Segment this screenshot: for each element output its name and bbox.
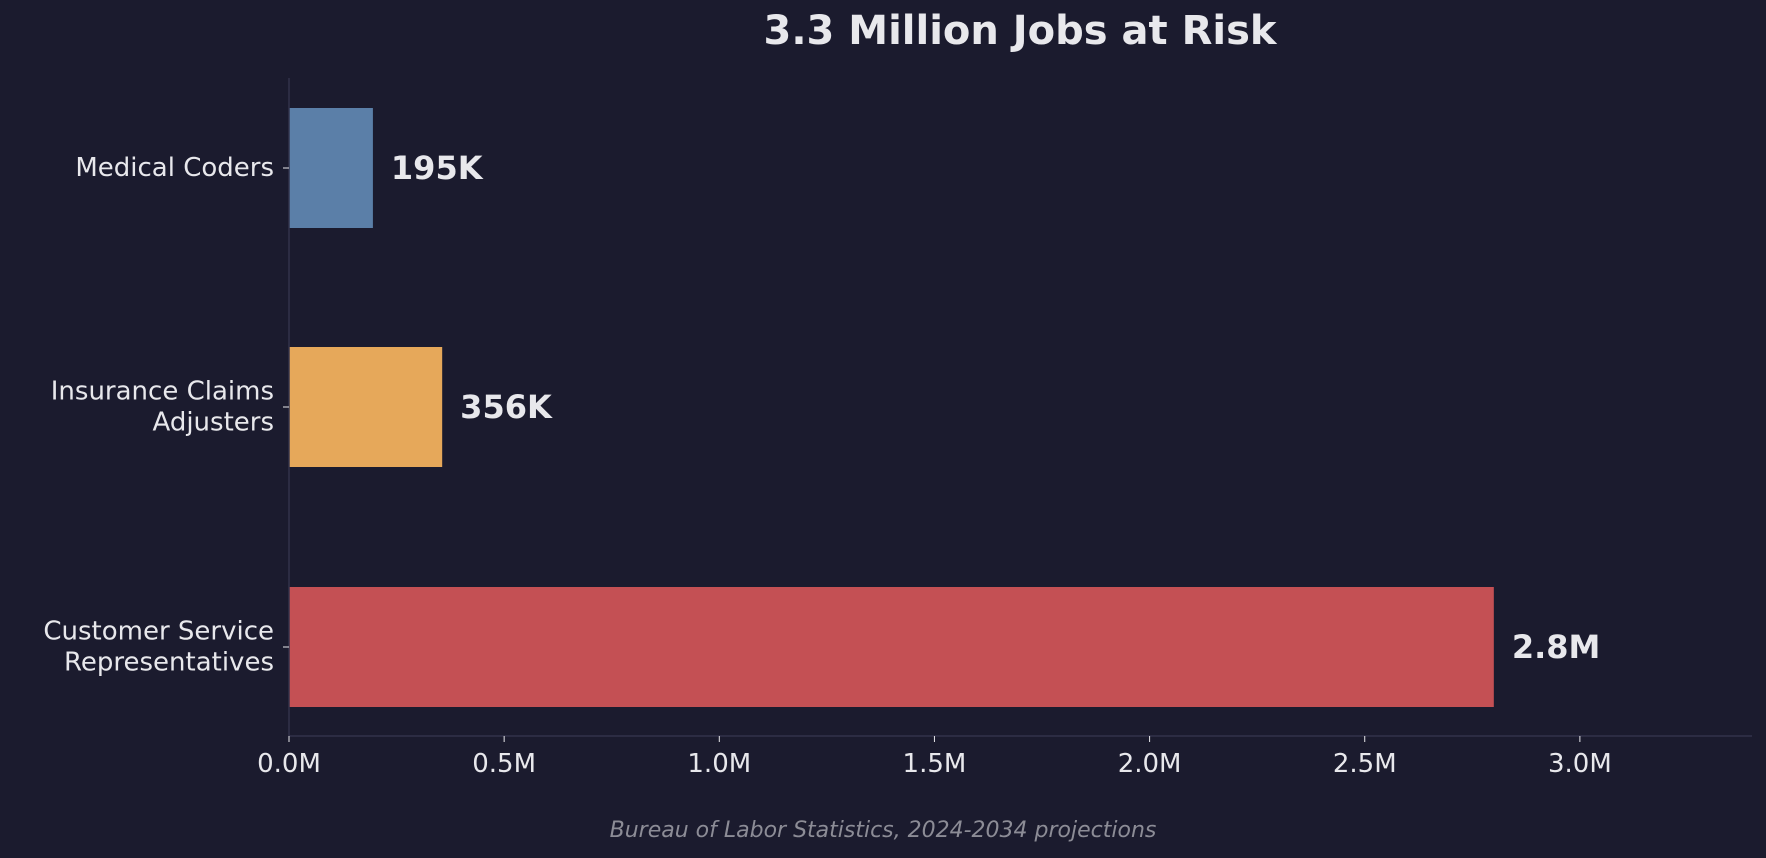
- x-tick-label: 1.5M: [903, 749, 967, 779]
- source-footnote: Bureau of Labor Statistics, 2024-2034 pr…: [609, 818, 1157, 843]
- y-tick-label-line: Insurance Claims: [51, 377, 274, 407]
- x-tick-label: 0.5M: [472, 749, 536, 779]
- y-tick-label-line: Customer Service: [43, 617, 274, 647]
- y-tick-label-line: Medical Coders: [75, 153, 274, 183]
- data-label: 356K: [460, 388, 553, 426]
- bar: [289, 108, 373, 228]
- y-tick-label: Insurance Claims Adjusters: [51, 377, 274, 438]
- y-tick-label: Medical Coders: [75, 153, 274, 183]
- x-tick-label: 2.0M: [1118, 749, 1182, 779]
- x-tick-label: 0.0M: [257, 749, 321, 779]
- y-tick-label-line: Representatives: [64, 648, 274, 678]
- x-axis: 0.0M 0.5M 1.0M 1.5M 2.0M 2.5M 3.0M: [257, 735, 1752, 779]
- y-tick-label-line: Adjusters: [152, 408, 274, 438]
- y-tick-label: Customer Service Representatives: [43, 617, 274, 678]
- data-label: 195K: [391, 149, 484, 187]
- chart-title: 3.3 Million Jobs at Risk: [763, 8, 1277, 54]
- x-tick-label: 1.0M: [687, 749, 751, 779]
- data-label: 2.8M: [1512, 628, 1601, 666]
- value-labels-layer: 195K 356K 2.8M: [391, 149, 1600, 666]
- x-tick-label: 2.5M: [1333, 749, 1397, 779]
- bar: [289, 587, 1494, 707]
- bar: [289, 347, 443, 467]
- x-tick-label: 3.0M: [1548, 749, 1612, 779]
- y-axis: Medical Coders Insurance Claims Adjusters C…: [43, 78, 290, 736]
- bars-layer: [289, 108, 1494, 707]
